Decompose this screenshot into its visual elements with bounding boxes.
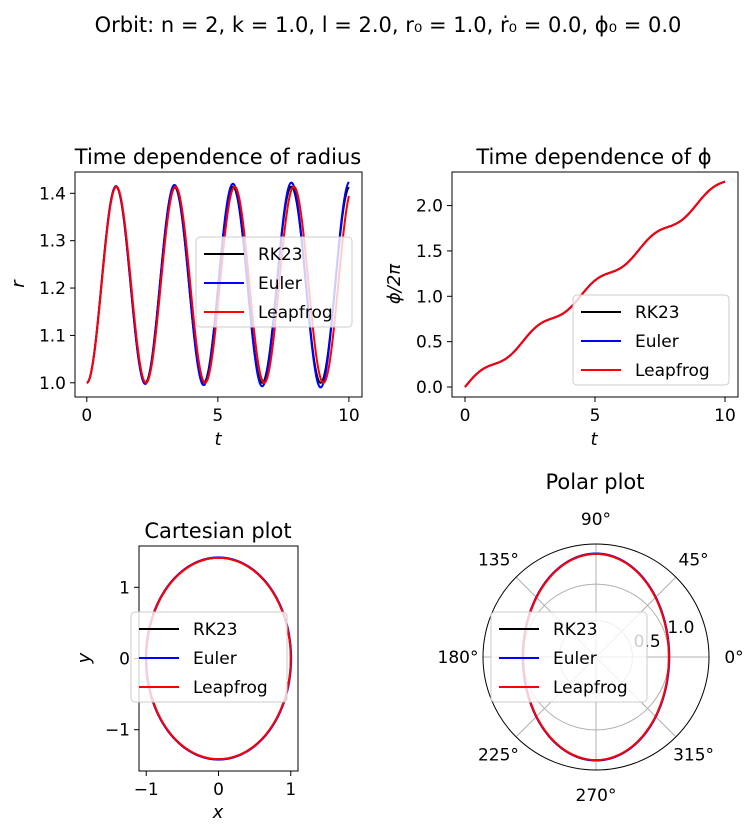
- phi-chart-legend-label-euler: Euler: [635, 332, 679, 352]
- phi-chart-title: Time dependence of ϕ: [475, 145, 711, 169]
- radius-chart-ytick-label: 1.1: [39, 326, 66, 346]
- polar-chart-angle-label: 315°: [673, 746, 714, 766]
- radius-chart-legend-label-euler: Euler: [258, 274, 302, 294]
- polar-chart-legend-label-euler: Euler: [553, 649, 597, 669]
- radius-chart-xtick-label: 10: [338, 406, 360, 426]
- polar-chart: Polar plot 0°45°90°135°180°225°270°315°0…: [438, 470, 744, 806]
- radius-chart-ytick-label: 1.2: [39, 279, 66, 299]
- polar-chart-legend-label-rk23: RK23: [553, 620, 598, 640]
- cartesian-chart-legend-label-leapfrog: Leapfrog: [193, 678, 268, 698]
- radius-chart-ytick-label: 1.3: [39, 232, 66, 252]
- phi-chart-xlabel: t: [590, 429, 598, 450]
- radius-chart-xtick-label: 5: [212, 406, 223, 426]
- phi-chart-legend-label-rk23: RK23: [635, 303, 680, 323]
- cartesian-chart-legend-label-euler: Euler: [193, 649, 237, 669]
- radius-chart-ytick-label: 1.4: [39, 184, 66, 204]
- phi-chart: Time dependence of ϕ t ϕ/2π 0 5 10 0.0 0.5 1.…: [384, 145, 739, 450]
- radius-chart-xtick-label: 0: [81, 406, 92, 426]
- polar-chart-plot: 0°45°90°135°180°225°270°315°0.51.0RK23Eu…: [438, 510, 744, 806]
- radius-chart-ytick-label: 1.0: [39, 374, 66, 394]
- radius-chart-frame: [74, 171, 363, 398]
- radius-chart: Time dependence of radius t r 0 5 10 1.0 1.1…: [8, 145, 363, 450]
- radius-chart-legend-label-rk23: RK23: [258, 245, 303, 265]
- suptitle: Orbit: n = 2, k = 1.0, l = 2.0, r₀ = 1.0…: [95, 13, 682, 37]
- phi-chart-ytick-label: 2.0: [416, 197, 443, 217]
- cartesian-chart-ytick-label: 0: [119, 650, 130, 670]
- radius-chart-legend-label-leapfrog: Leapfrog: [258, 303, 333, 323]
- polar-chart-frame: [482, 543, 710, 771]
- cartesian-chart-xtick-label: 0: [213, 780, 224, 800]
- cartesian-chart: Cartesian plot x y −1 0 1 −1 0 1 RK23 Euler Leap…: [74, 519, 299, 823]
- cartesian-chart-ytick-label: 1: [119, 578, 130, 598]
- phi-chart-ytick-label: 1.0: [416, 287, 443, 307]
- phi-chart-xtick-label: 0: [460, 406, 471, 426]
- polar-chart-angle-label: 90°: [581, 510, 611, 530]
- cartesian-chart-legend: [130, 611, 288, 703]
- phi-chart-ytick-label: 0.5: [416, 333, 443, 353]
- polar-chart-angle-label: 180°: [438, 648, 479, 668]
- phi-chart-ytick-label: 0.0: [416, 378, 443, 398]
- phi-chart-legend-label-leapfrog: Leapfrog: [635, 361, 710, 381]
- phi-chart-ylabel: ϕ/2π: [384, 263, 405, 304]
- radius-chart-ylabel: r: [8, 279, 29, 288]
- cartesian-chart-xlabel: x: [212, 802, 224, 823]
- phi-chart-xtick-label: 5: [590, 406, 601, 426]
- radius-chart-legend: [195, 236, 353, 328]
- phi-chart-plot: 0 5 10 0.0 0.5 1.0 1.5 2.0 RK23 Euler Leapfrog: [416, 171, 739, 426]
- cartesian-chart-legend-label-rk23: RK23: [193, 620, 238, 640]
- polar-chart-legend-label-leapfrog: Leapfrog: [553, 678, 628, 698]
- polar-chart-legend: [490, 611, 648, 703]
- cartesian-chart-plot: −1 0 1 −1 0 1 RK23 Euler Leapfrog: [105, 545, 299, 800]
- cartesian-chart-ylabel: y: [74, 652, 95, 664]
- phi-chart-legend: [572, 294, 730, 386]
- polar-chart-angle-label: 45°: [679, 550, 709, 570]
- polar-chart-angle-label: 225°: [478, 746, 519, 766]
- polar-chart-angle-label: 0°: [724, 648, 743, 668]
- cartesian-chart-xtick-label: −1: [134, 780, 159, 800]
- cartesian-chart-title: Cartesian plot: [144, 519, 291, 543]
- polar-chart-title: Polar plot: [545, 470, 644, 494]
- cartesian-chart-xtick-label: 1: [285, 780, 296, 800]
- polar-chart-angle-label: 135°: [478, 550, 519, 570]
- phi-chart-series-leapfrog: [464, 180, 726, 388]
- phi-chart-ytick-label: 1.5: [416, 242, 443, 262]
- phi-chart-xtick-label: 10: [714, 406, 736, 426]
- polar-chart-angle-label: 270°: [576, 786, 617, 806]
- radius-chart-title: Time dependence of radius: [74, 145, 361, 169]
- polar-chart-rtick-label: 1.0: [667, 618, 694, 638]
- radius-chart-plot: 0 5 10 1.0 1.1 1.2 1.3 1.4 RK23 Euler Leapfrog: [39, 171, 363, 426]
- radius-chart-xlabel: t: [214, 429, 222, 450]
- cartesian-chart-ytick-label: −1: [105, 721, 130, 741]
